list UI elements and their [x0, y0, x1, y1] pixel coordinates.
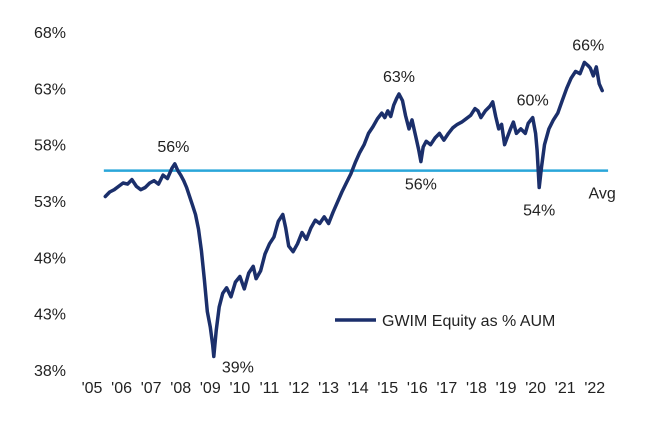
x-tick-label: '21 — [555, 380, 576, 397]
data-label: 54% — [523, 202, 555, 219]
legend: GWIM Equity as % AUM — [335, 313, 555, 330]
x-tick-label: '20 — [525, 380, 546, 397]
data-label: 39% — [222, 359, 254, 376]
x-tick-label: '08 — [170, 380, 191, 397]
x-tick-label: '09 — [200, 380, 221, 397]
x-axis-ticks: '05 '06 '07 '08 '09 '10 '11 '12 '13 '14 '15 '16 '17 '… — [82, 380, 606, 397]
x-tick-label: '11 — [260, 380, 280, 397]
y-tick-label: 48% — [34, 250, 66, 267]
x-tick-label: '07 — [141, 380, 162, 397]
data-label: 60% — [517, 93, 549, 110]
x-tick-label: '15 — [377, 380, 398, 397]
x-tick-label: '13 — [318, 380, 339, 397]
x-tick-label: '18 — [466, 380, 487, 397]
y-tick-label: 58% — [34, 138, 66, 155]
x-tick-label: '10 — [229, 380, 250, 397]
y-tick-label: 53% — [34, 194, 66, 211]
x-tick-label: '16 — [407, 380, 428, 397]
data-label: 66% — [572, 37, 604, 54]
y-tick-label: 43% — [34, 307, 66, 324]
data-label: 56% — [157, 139, 189, 156]
data-label: Avg — [589, 186, 616, 203]
legend-label: GWIM Equity as % AUM — [382, 313, 555, 330]
y-tick-label: 68% — [34, 25, 66, 42]
x-tick-label: '12 — [289, 380, 310, 397]
x-tick-label: '06 — [111, 380, 132, 397]
x-tick-label: '17 — [436, 380, 457, 397]
series-line-gwim-equity — [103, 60, 604, 359]
annotations: 56% 39% 63% 56% 60% 54% 66% Avg — [157, 37, 615, 376]
x-tick-label: '22 — [584, 380, 605, 397]
x-tick-label: '05 — [82, 380, 103, 397]
x-tick-label: '19 — [496, 380, 517, 397]
data-label: 63% — [383, 69, 415, 86]
y-tick-label: 38% — [34, 363, 66, 380]
data-label: 56% — [405, 177, 437, 194]
y-tick-label: 63% — [34, 81, 66, 98]
x-tick-label: '14 — [348, 380, 369, 397]
y-axis-ticks: 68% 63% 58% 53% 48% 43% 38% — [34, 25, 66, 380]
